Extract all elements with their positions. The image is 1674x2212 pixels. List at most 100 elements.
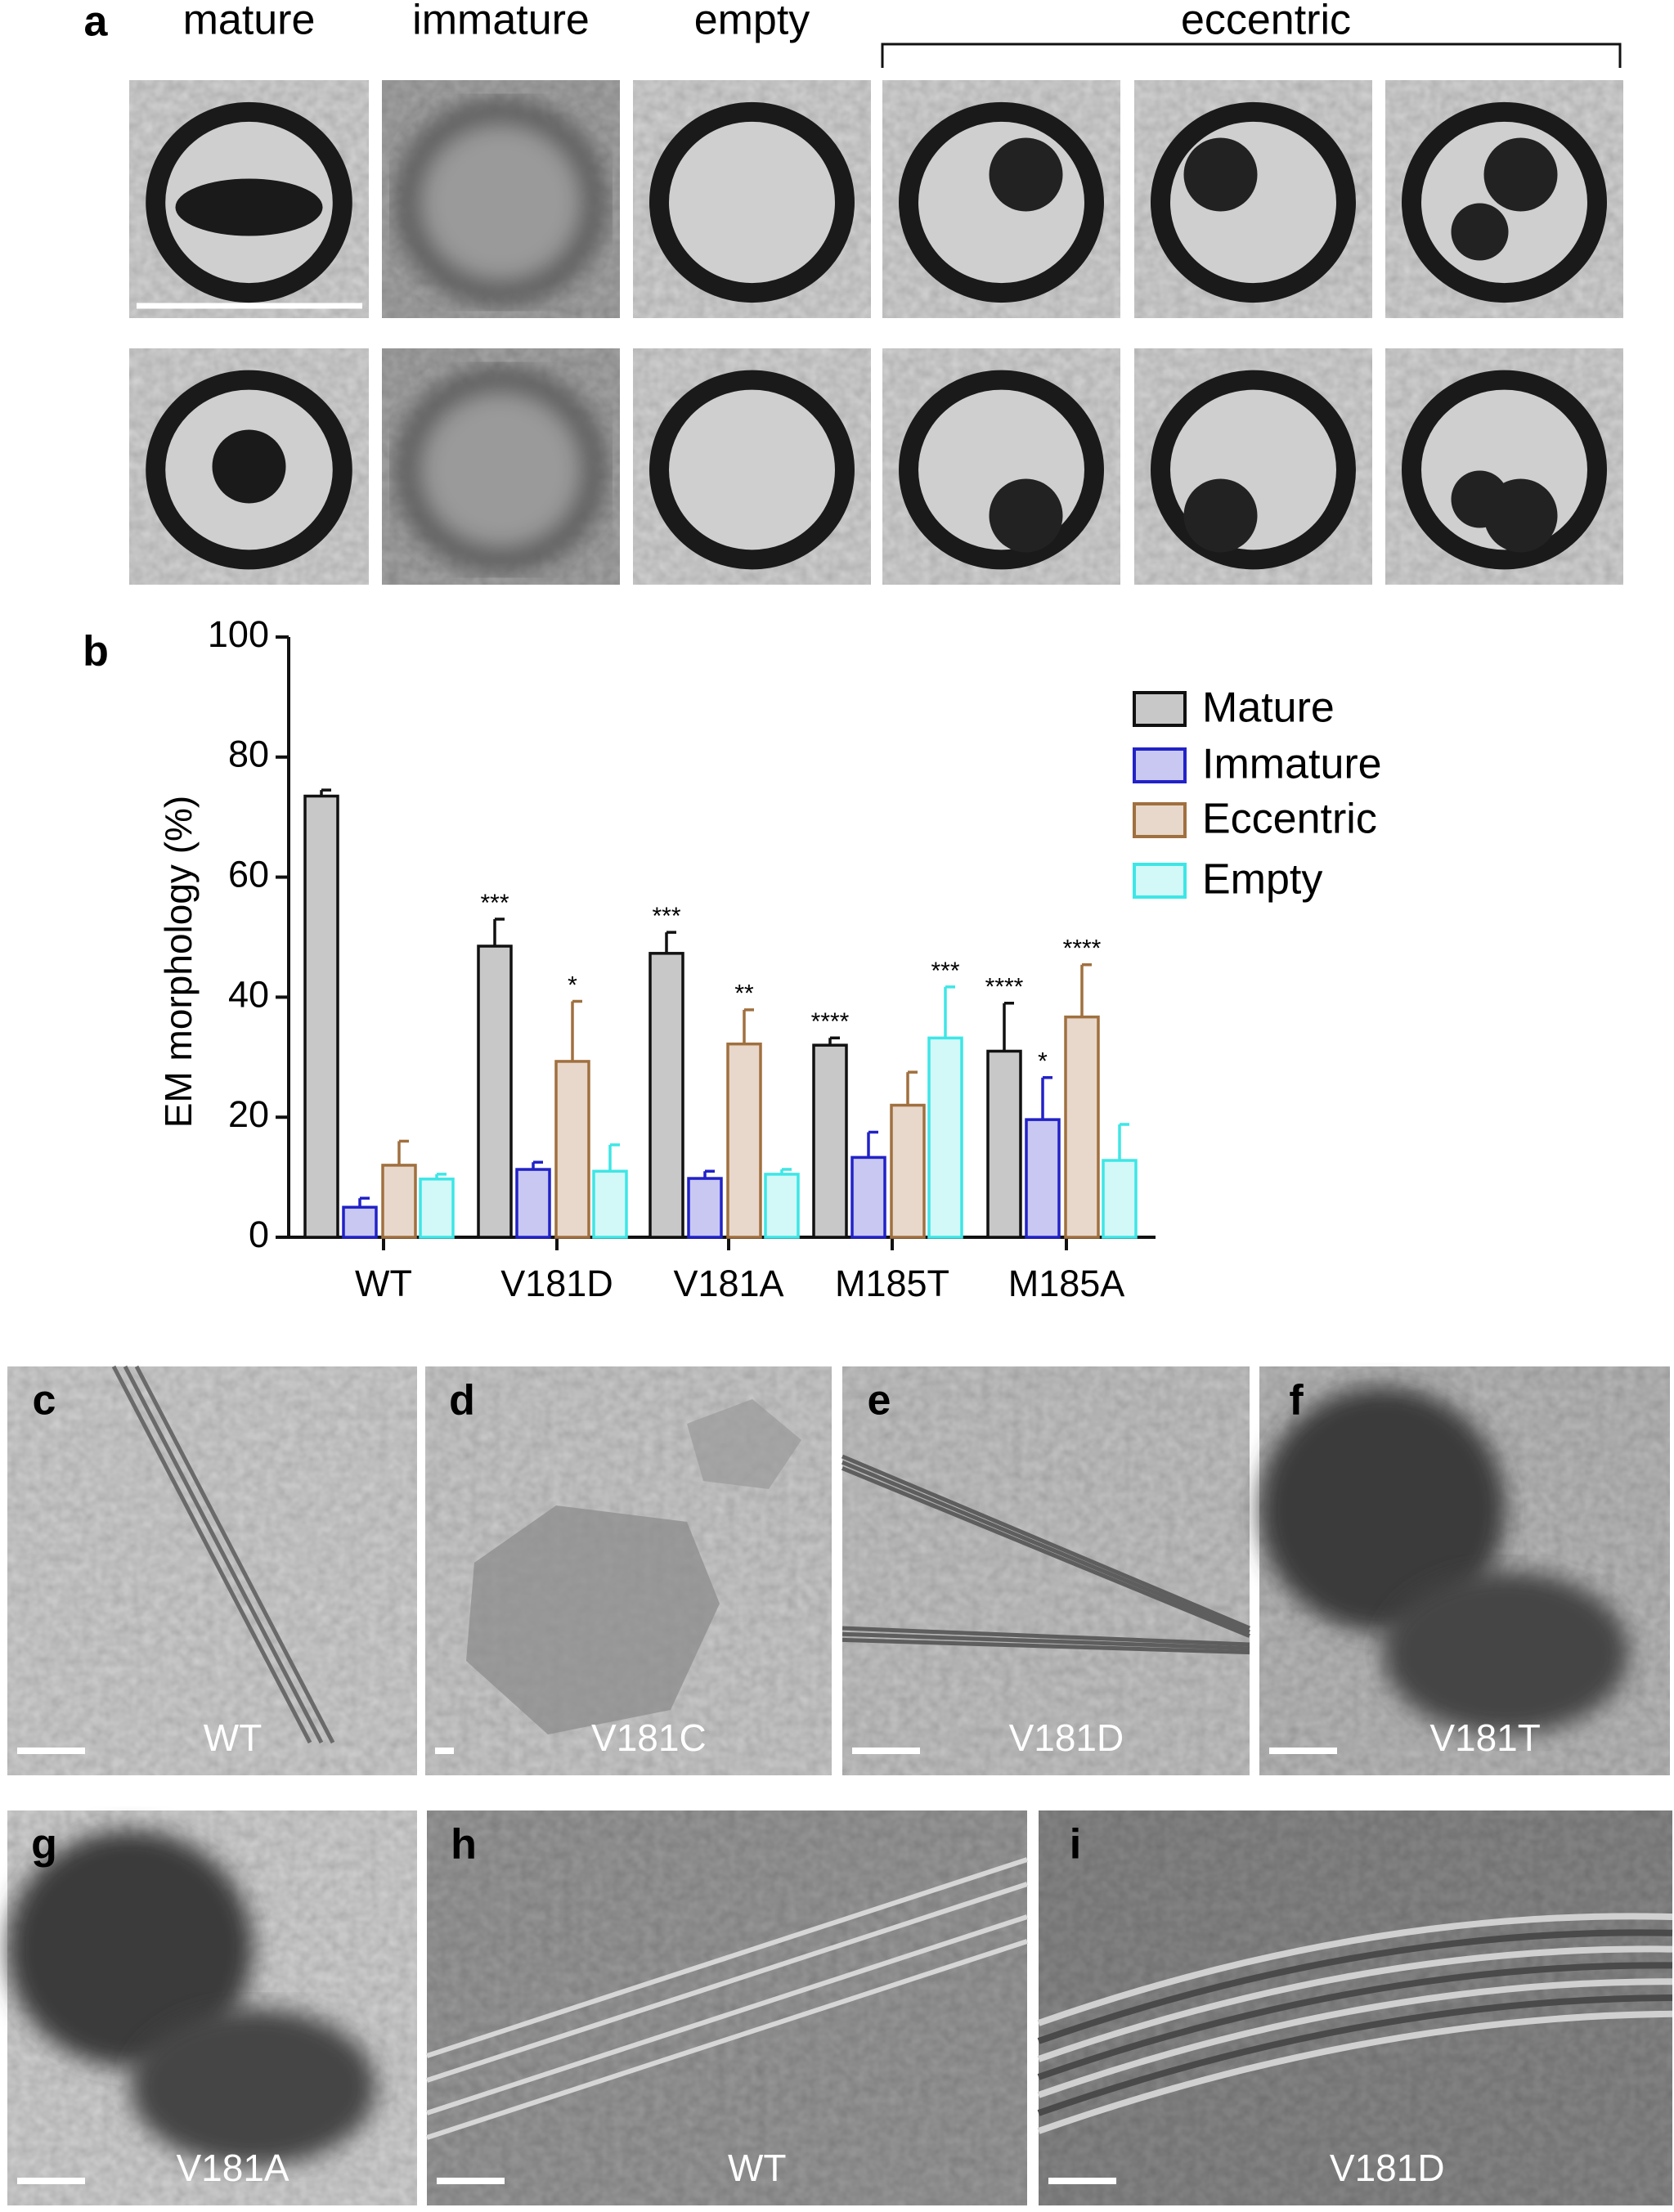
bar (419, 1178, 455, 1239)
caption: WT (728, 2147, 787, 2189)
micrograph (426, 1810, 1028, 2205)
legend-label: Mature (1202, 684, 1335, 732)
core (1451, 470, 1509, 528)
image-background (842, 1366, 1250, 1775)
image-background (427, 1810, 1027, 2205)
bar (986, 1049, 1022, 1239)
micrograph (1037, 1810, 1673, 2205)
bar (927, 1036, 963, 1239)
caption: V181C (591, 1716, 707, 1759)
y-tick-label: 80 (228, 734, 269, 775)
error-bar (703, 1169, 715, 1179)
error-bar (493, 918, 505, 947)
caption: WT (204, 1716, 263, 1759)
bar (812, 1043, 848, 1239)
micrograph (882, 348, 1120, 585)
caption: V181T (1429, 1716, 1541, 1759)
y-tick-label: 0 (249, 1214, 269, 1255)
panel-label: i (1070, 1821, 1081, 1869)
capsid-ring (899, 101, 1104, 303)
panel-label: h (451, 1821, 477, 1869)
panel-label: g (31, 1821, 57, 1869)
fibril (841, 1466, 1250, 1638)
fibril (1037, 1913, 1673, 2026)
error-bar (608, 1143, 620, 1172)
x-tick-label: V181A (673, 1263, 783, 1304)
x-tick-label: V181D (500, 1263, 613, 1304)
bar (381, 1164, 417, 1239)
fibril (841, 1626, 1250, 1647)
core (175, 178, 323, 236)
capsid-ring (1151, 101, 1356, 303)
error-bar (532, 1160, 543, 1170)
capsid-ring (649, 370, 855, 570)
fibril (1037, 1978, 1673, 2098)
micrograph (1259, 1366, 1670, 1775)
bar (850, 1155, 886, 1239)
bar (890, 1103, 926, 1239)
error-bar (320, 788, 331, 796)
bracket (881, 43, 1622, 68)
x-tick-label: M185T (835, 1263, 949, 1304)
caption: V181D (1330, 2147, 1445, 2189)
micrograph (7, 1810, 417, 2205)
column-label: empty (694, 0, 810, 44)
error-bar (828, 1036, 840, 1046)
significance-label: **** (811, 1008, 850, 1035)
fibril (111, 1365, 312, 1744)
bar (649, 952, 684, 1239)
bar (342, 1205, 378, 1239)
panel-label: e (868, 1377, 891, 1425)
significance-label: ** (734, 980, 754, 1007)
significance-label: **** (985, 974, 1024, 1001)
legend-label: Empty (1202, 856, 1322, 904)
error-bar (1003, 1001, 1014, 1052)
panel-label: b (83, 628, 109, 675)
micrograph (1134, 80, 1372, 318)
error-bar (435, 1173, 447, 1179)
significance-label: *** (652, 903, 680, 930)
micrograph (7, 1365, 417, 1775)
fibril (1037, 1945, 1673, 2062)
group-label: eccentric (1181, 0, 1351, 44)
error-bar (867, 1130, 878, 1158)
panel-label: d (449, 1377, 475, 1425)
error-bar (944, 985, 955, 1039)
micrograph (425, 1366, 832, 1775)
legend-swatch (1133, 802, 1187, 838)
y-tick-label: 20 (228, 1093, 269, 1135)
error-bar (780, 1168, 792, 1174)
panel-label: a (84, 0, 109, 46)
micrograph (1134, 348, 1372, 585)
panel-label: c (33, 1377, 56, 1425)
micrograph (129, 80, 369, 318)
y-tick-label: 100 (208, 613, 269, 655)
core (212, 429, 286, 504)
fibril (426, 1939, 1028, 2140)
fibril (1037, 1929, 1673, 2044)
micrograph (1385, 348, 1623, 585)
error-bar (358, 1196, 370, 1208)
bar (1064, 1015, 1100, 1239)
bar (1025, 1118, 1061, 1239)
y-axis-label: EM morphology (%) (157, 796, 200, 1128)
bar (515, 1168, 551, 1239)
y-tick-label: 60 (228, 853, 269, 895)
fibril (134, 1365, 335, 1744)
panel-label: f (1289, 1377, 1304, 1425)
sheet (687, 1399, 801, 1489)
significance-label: *** (480, 890, 509, 917)
fibril (841, 1631, 1250, 1651)
legend-swatch (1133, 691, 1187, 727)
bar (592, 1169, 628, 1239)
fibril (1037, 1994, 1673, 2116)
core (1183, 478, 1258, 553)
fibril (841, 1460, 1250, 1635)
core (989, 137, 1063, 212)
micrograph (382, 80, 620, 318)
micrograph (633, 80, 871, 318)
fibril (426, 1857, 1028, 2058)
caption: V181A (176, 2147, 289, 2189)
significance-label: *** (931, 958, 959, 985)
